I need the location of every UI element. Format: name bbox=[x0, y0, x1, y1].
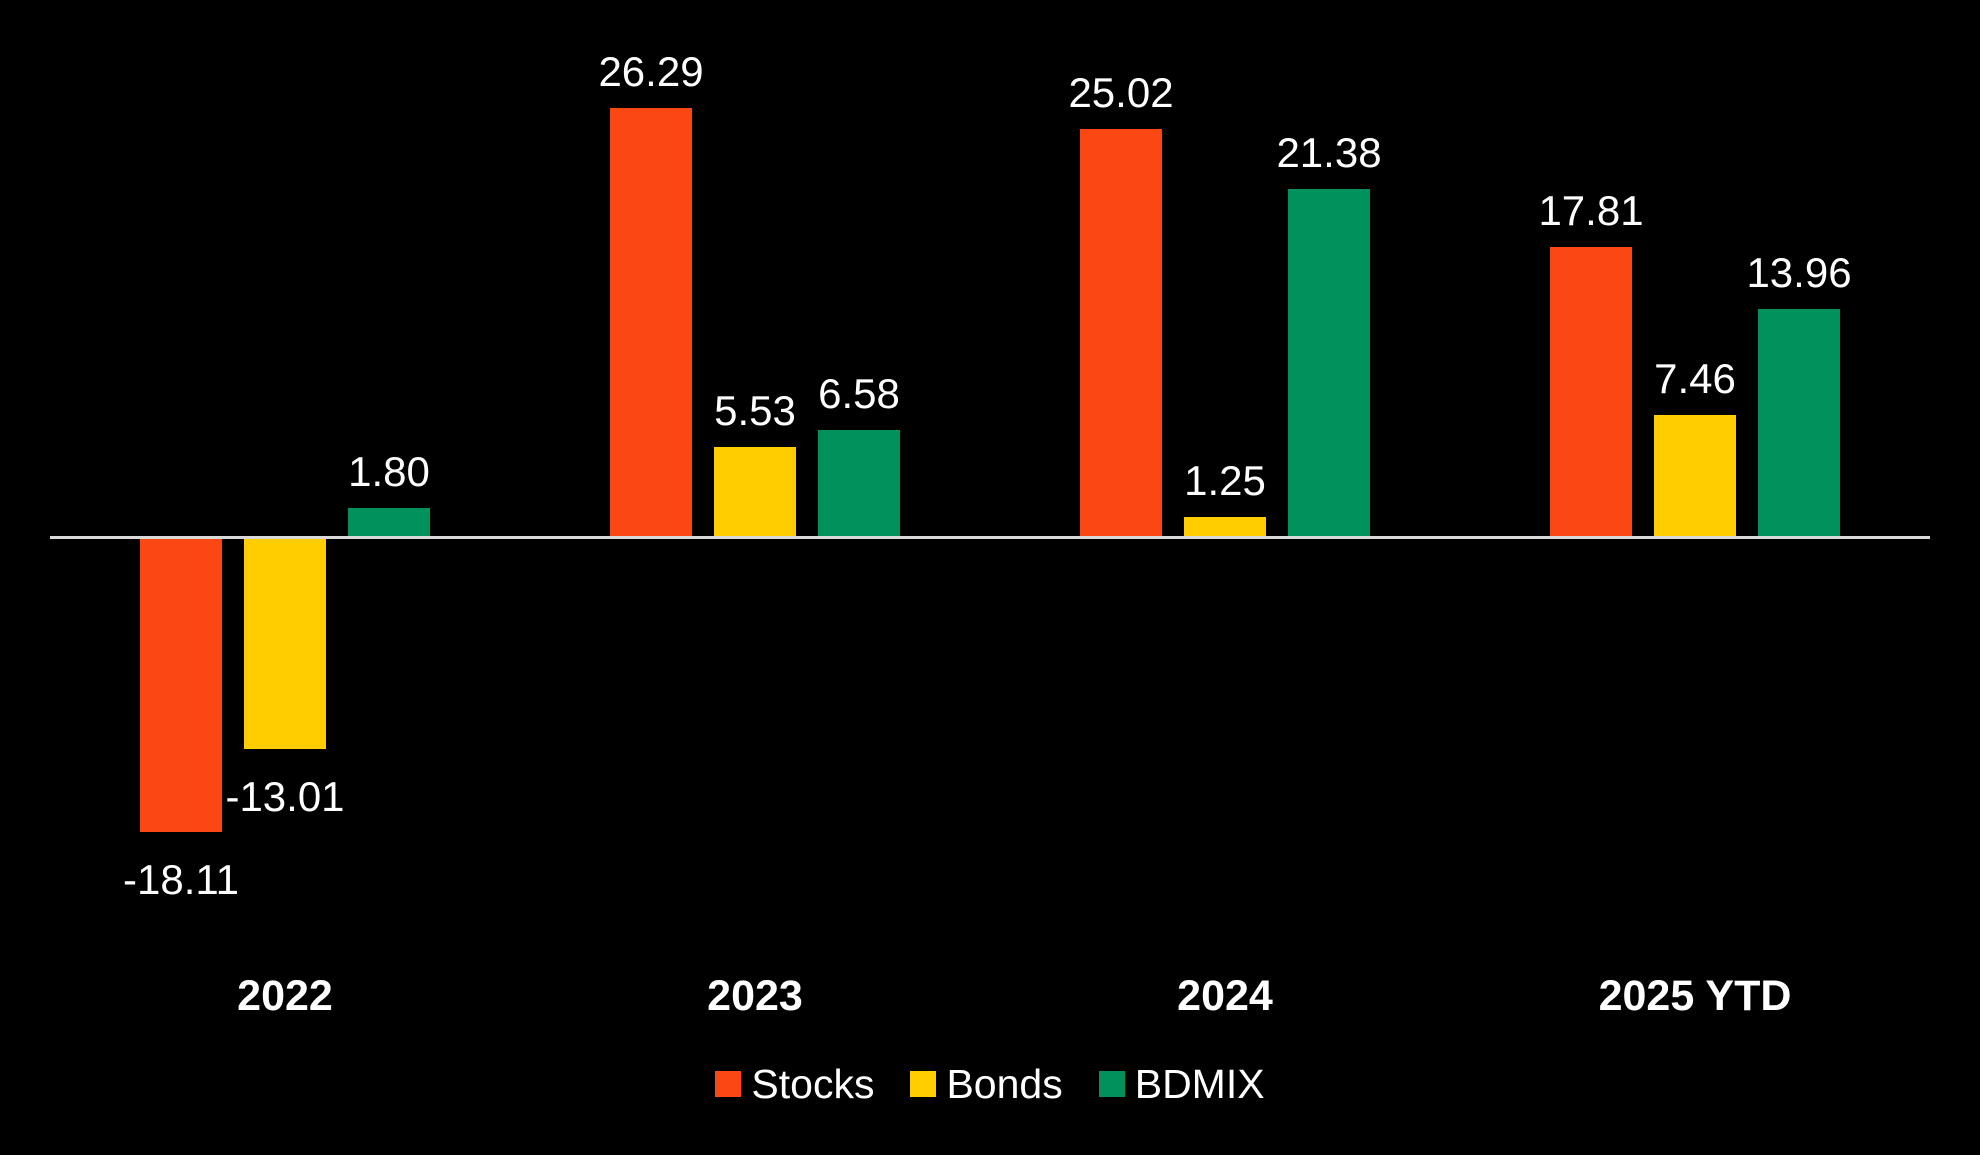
bar-stocks-2025-ytd bbox=[1550, 246, 1632, 537]
value-label-stocks-2022: -18.11 bbox=[123, 856, 239, 904]
value-label-bonds-2024: 1.25 bbox=[1184, 456, 1266, 504]
bar-bonds-2024 bbox=[1184, 516, 1266, 537]
bar-bonds-2025-ytd bbox=[1654, 415, 1736, 537]
zero-axis-line bbox=[50, 536, 1930, 539]
value-label-bonds-2023: 5.53 bbox=[714, 386, 796, 434]
legend-label-bdmix: BDMIX bbox=[1134, 1061, 1265, 1107]
legend-swatch-stocks bbox=[715, 1071, 742, 1097]
legend-label-stocks: Stocks bbox=[751, 1061, 875, 1107]
value-label-stocks-2024: 25.02 bbox=[1068, 69, 1174, 117]
legend-item-stocks: Stocks bbox=[715, 1060, 874, 1108]
bar-bdmix-2022 bbox=[348, 507, 430, 537]
legend-item-bonds: Bonds bbox=[910, 1060, 1063, 1108]
legend: Stocks Bonds BDMIX bbox=[0, 1060, 1980, 1108]
legend-label-bonds: Bonds bbox=[946, 1061, 1063, 1107]
value-label-bonds-2025-ytd: 7.46 bbox=[1654, 355, 1736, 403]
bar-stocks-2024 bbox=[1080, 129, 1162, 537]
bar-bdmix-2025-ytd bbox=[1758, 309, 1840, 537]
x-axis-label-2022: 2022 bbox=[237, 972, 333, 1020]
legend-item-bdmix: BDMIX bbox=[1098, 1060, 1265, 1108]
bar-bdmix-2024 bbox=[1288, 188, 1370, 537]
value-label-stocks-2023: 26.29 bbox=[598, 48, 704, 96]
value-label-bdmix-2025-ytd: 13.96 bbox=[1746, 249, 1852, 297]
bar-bonds-2023 bbox=[714, 446, 796, 537]
legend-swatch-bonds bbox=[910, 1071, 937, 1097]
bar-bdmix-2023 bbox=[818, 429, 900, 537]
value-label-stocks-2025-ytd: 17.81 bbox=[1538, 186, 1644, 234]
value-label-bdmix-2024: 21.38 bbox=[1276, 128, 1382, 176]
x-axis-label-2023: 2023 bbox=[707, 972, 803, 1020]
bar-stocks-2023 bbox=[610, 108, 692, 537]
bar-stocks-2022 bbox=[140, 537, 222, 833]
x-axis-label-2024: 2024 bbox=[1177, 972, 1273, 1020]
value-label-bdmix-2022: 1.80 bbox=[348, 447, 430, 495]
x-axis-label-2025-ytd: 2025 YTD bbox=[1598, 972, 1792, 1020]
value-label-bonds-2022: -13.01 bbox=[225, 773, 345, 821]
value-label-bdmix-2023: 6.58 bbox=[818, 369, 900, 417]
bar-bonds-2022 bbox=[244, 537, 326, 750]
legend-swatch-bdmix bbox=[1098, 1071, 1125, 1097]
